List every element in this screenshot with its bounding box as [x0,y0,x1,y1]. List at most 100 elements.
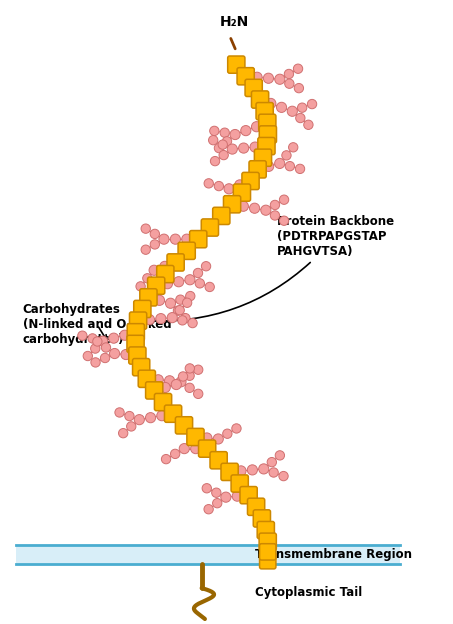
Text: Carbohydrates
(N-linked and O-linked
carbohydrates): Carbohydrates (N-linked and O-linked car… [23,303,171,346]
Circle shape [170,234,180,244]
Circle shape [205,282,214,291]
Circle shape [285,162,294,171]
Circle shape [115,408,124,417]
FancyBboxPatch shape [259,533,276,550]
Circle shape [193,365,203,374]
FancyBboxPatch shape [190,230,207,248]
Circle shape [121,349,131,359]
FancyBboxPatch shape [258,137,275,155]
Circle shape [156,313,166,324]
Circle shape [83,351,92,361]
Circle shape [250,142,260,152]
FancyBboxPatch shape [130,312,147,329]
Bar [16,545,400,564]
Circle shape [218,140,227,149]
Circle shape [185,275,195,285]
FancyBboxPatch shape [221,463,238,480]
Circle shape [176,295,185,305]
Circle shape [269,468,278,477]
Circle shape [175,306,184,315]
FancyBboxPatch shape [231,475,248,492]
Circle shape [210,157,220,166]
Circle shape [157,411,167,421]
Circle shape [266,99,276,109]
Circle shape [143,274,152,283]
Text: Cytoplasmic Tail: Cytoplasmic Tail [255,586,362,599]
Circle shape [191,444,201,454]
FancyBboxPatch shape [253,510,270,527]
Circle shape [159,234,169,244]
Circle shape [261,205,271,215]
Circle shape [267,457,276,467]
Circle shape [91,358,100,367]
Circle shape [185,364,194,373]
Circle shape [193,389,203,399]
FancyBboxPatch shape [140,289,157,306]
Circle shape [236,466,246,476]
Circle shape [153,375,163,385]
Circle shape [202,261,211,271]
FancyBboxPatch shape [260,544,276,560]
Circle shape [125,411,134,421]
FancyBboxPatch shape [127,324,145,341]
FancyBboxPatch shape [259,114,276,132]
FancyBboxPatch shape [245,79,262,97]
Circle shape [259,464,269,474]
Circle shape [219,150,228,160]
FancyBboxPatch shape [198,440,216,457]
Circle shape [308,99,317,109]
Circle shape [162,279,173,289]
Circle shape [220,128,229,137]
Circle shape [91,344,100,353]
Text: Transmembrane Region: Transmembrane Region [255,548,412,561]
Circle shape [212,499,222,508]
Circle shape [270,211,280,220]
Circle shape [110,348,120,359]
Circle shape [296,114,305,123]
FancyBboxPatch shape [127,335,144,353]
Circle shape [247,465,257,475]
Circle shape [289,143,298,152]
Circle shape [160,383,170,392]
Circle shape [173,276,184,287]
Circle shape [204,178,213,188]
Circle shape [173,306,183,315]
Circle shape [230,129,240,140]
FancyBboxPatch shape [212,207,230,225]
Circle shape [282,151,291,160]
Circle shape [101,353,110,363]
Circle shape [195,279,204,288]
Circle shape [78,331,87,340]
FancyBboxPatch shape [249,161,266,178]
Circle shape [165,298,176,308]
Circle shape [149,265,159,275]
Circle shape [182,234,192,244]
FancyBboxPatch shape [247,498,265,515]
FancyBboxPatch shape [154,394,172,411]
FancyBboxPatch shape [148,277,165,295]
Circle shape [280,216,289,225]
Circle shape [101,343,111,352]
Circle shape [223,429,232,439]
FancyBboxPatch shape [201,219,218,236]
Circle shape [88,334,97,343]
FancyBboxPatch shape [167,254,184,271]
Circle shape [178,372,188,381]
Circle shape [263,73,274,84]
Circle shape [176,377,186,387]
Circle shape [298,103,307,112]
Circle shape [164,376,175,386]
FancyBboxPatch shape [242,172,259,190]
Circle shape [232,424,241,433]
Circle shape [204,505,213,514]
Circle shape [224,183,234,194]
Circle shape [167,313,177,323]
Circle shape [136,281,145,291]
Circle shape [185,371,194,381]
Circle shape [109,333,119,343]
Circle shape [251,122,262,132]
Circle shape [241,125,251,135]
FancyBboxPatch shape [138,370,155,388]
FancyBboxPatch shape [237,67,254,85]
FancyBboxPatch shape [228,56,245,73]
